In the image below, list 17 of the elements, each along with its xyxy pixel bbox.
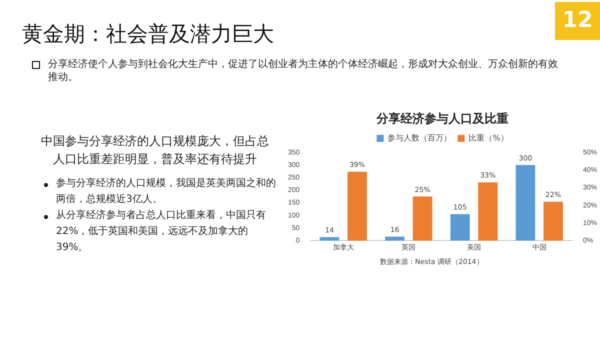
bar [320, 237, 340, 241]
text: 参与分享经济的人口规模，我国是英美两国之和的两倍，总规模近3亿人。 [55, 176, 276, 207]
text: 中国参与分享经济的人口规模庞大，但占总人口比重差距明显，普及率还有待提升 [40, 133, 270, 168]
text: 黄金期：社会普及潜力巨大 [22, 21, 274, 48]
legend-label: 参与人数（百万） [388, 133, 452, 142]
bar [516, 165, 536, 241]
bar [348, 172, 367, 241]
chart-title: 分享经济参与人口及比重 [376, 111, 508, 126]
text: 分享经济使个人参与到社会化大生产中，促进了以创业者为主体的个体经济崛起，形成对大众创业、万众创新的有效推动。 [48, 58, 558, 84]
bar [543, 202, 563, 241]
bar [385, 236, 405, 241]
bar [412, 196, 432, 241]
text: 12 [555, 2, 600, 40]
text: 从分享经济参与者占总人口比重来看，中国只有22%，低于英国和美国，远远不及加拿大的39%。 [55, 208, 267, 255]
legend-label: 比重（%） [468, 133, 508, 142]
bar [478, 182, 498, 241]
bar [450, 214, 470, 241]
